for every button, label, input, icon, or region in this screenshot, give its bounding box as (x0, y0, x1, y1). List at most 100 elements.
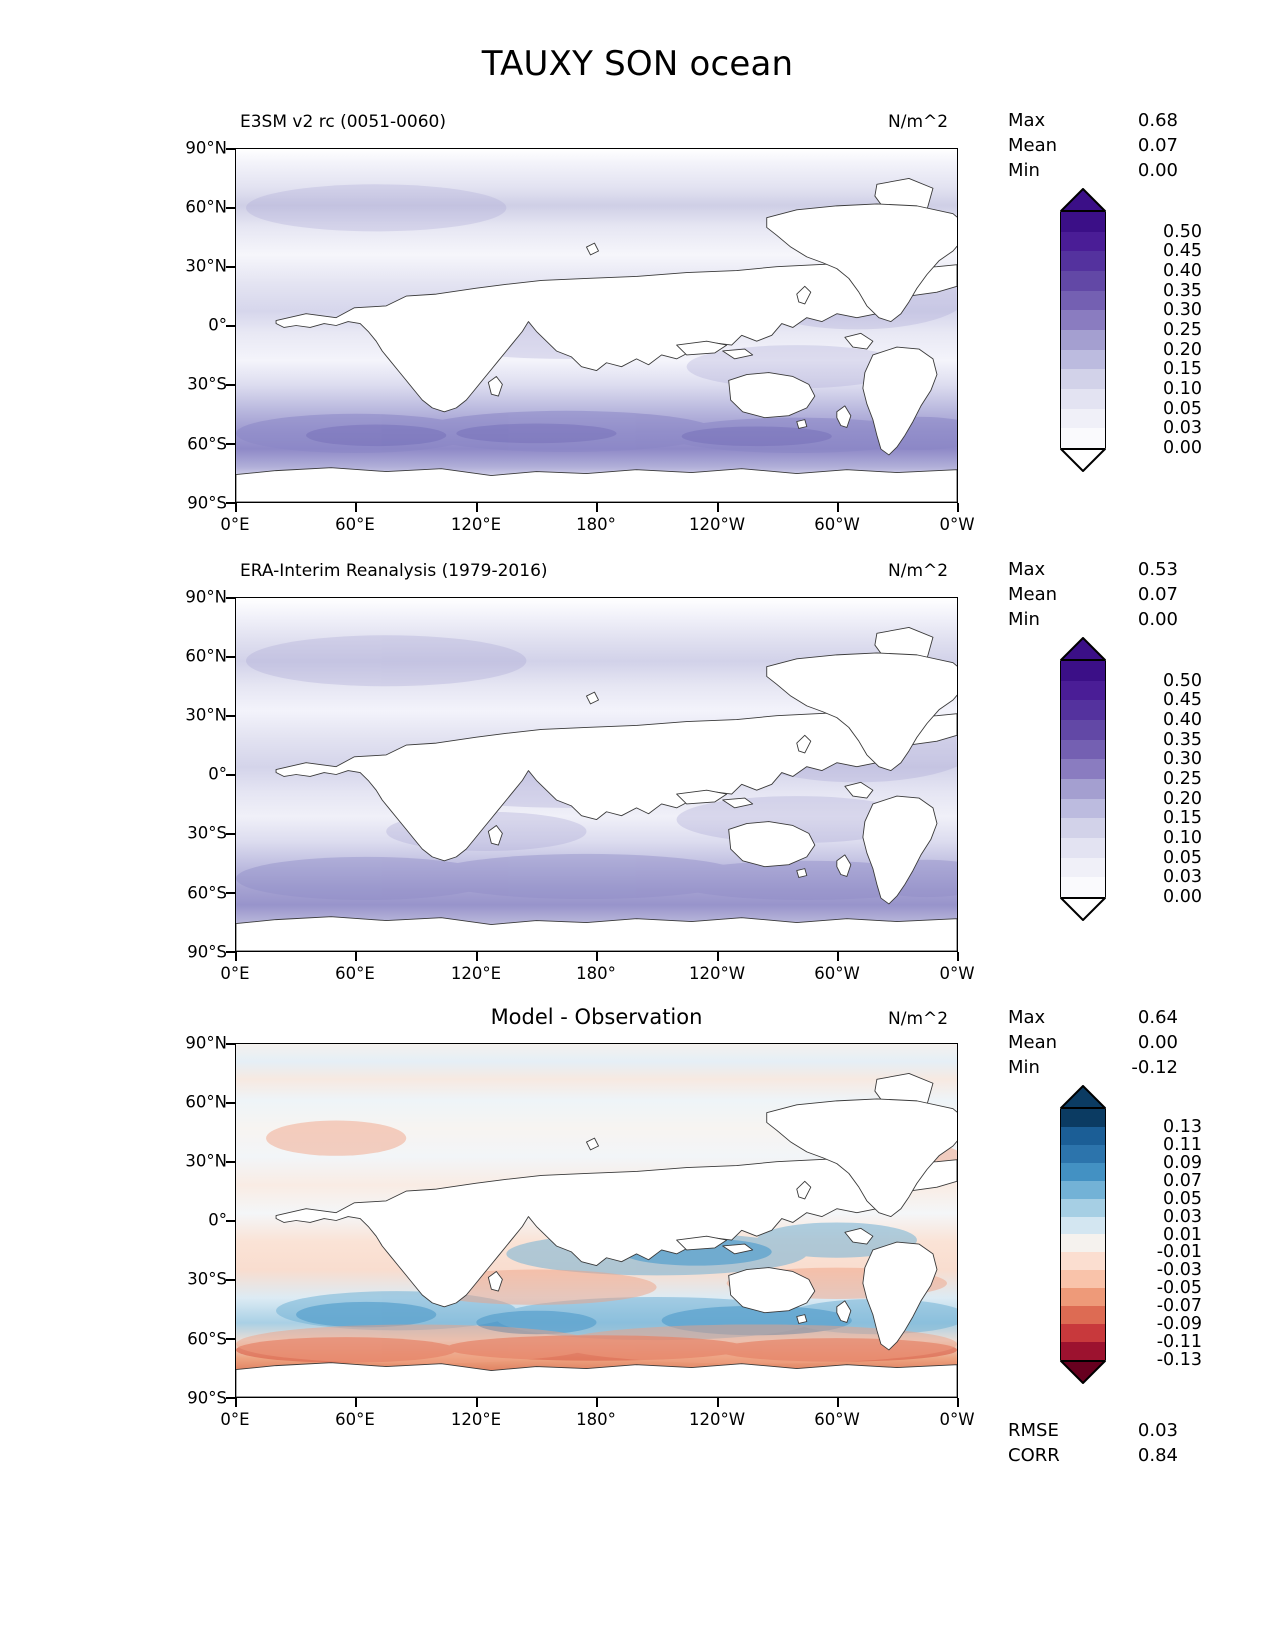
colorbar-tick-label: 0.03 (1163, 418, 1202, 439)
colorbar-tick-label: -0.07 (1156, 1296, 1202, 1317)
colorbar-tick-label: 0.35 (1163, 729, 1202, 750)
colorbar-segment (1061, 1324, 1105, 1342)
colorbar-tick-labels: 0.50 0.45 0.40 0.35 0.30 0.25 0.20 0.15 0.10 0.05… (1118, 188, 1208, 472)
ylabel: 60°N (185, 646, 227, 666)
xlabel: 180° (576, 964, 616, 983)
stat-key: Mean (1008, 584, 1058, 605)
colorbar-extend-max-arrow (1060, 1085, 1106, 1109)
xlabel: 120°E (450, 964, 502, 983)
xlabel: 0°E (220, 515, 250, 534)
panel-model-units: N/m^2 (888, 112, 949, 132)
colorbar-tick-label: 0.20 (1163, 788, 1202, 809)
stat-value: 0.68 (1137, 110, 1178, 131)
colorbar-segment (1061, 1180, 1105, 1199)
colorbar-segment (1061, 369, 1105, 389)
panel-difference-ylabels: 90°N 60°N 30°N 0° 30°S 60°S 90°S (135, 1034, 227, 1408)
colorbar-extend-min-arrow (1060, 1360, 1106, 1384)
colorbar-segment (1061, 1306, 1105, 1325)
stat-value: 0.07 (1137, 135, 1178, 156)
colorbar-segment (1061, 680, 1105, 701)
xlabel: 120°E (450, 515, 502, 534)
ylabel: 90°S (187, 942, 227, 962)
xlabel: 180° (576, 1410, 616, 1429)
xlabel: 120°W (688, 964, 746, 983)
colorbar-segment (1061, 1234, 1105, 1253)
colorbar-tick-label: 0.20 (1163, 339, 1202, 360)
colorbar-tick-label: 0.25 (1163, 320, 1202, 340)
colorbar-tick-label: 0.10 (1163, 828, 1202, 848)
stat-key: Max (1008, 110, 1046, 131)
colorbar-segment (1061, 329, 1105, 350)
colorbar-tick-label: 0.40 (1163, 261, 1202, 281)
colorbar-segment (1061, 700, 1105, 720)
colorbar-tick-label: 0.05 (1163, 398, 1202, 419)
colorbar-segment (1061, 408, 1105, 429)
colorbar-segment (1061, 251, 1105, 271)
colorbar-tick-label: 0.13 (1163, 1116, 1202, 1137)
xlabel: 60°E (335, 1410, 375, 1429)
panel-model-ylabels: 90°N 60°N 30°N 0° 30°S 60°S 90°S (135, 139, 227, 513)
ylabel: 60°S (187, 883, 227, 903)
skill-key: CORR (1008, 1445, 1060, 1466)
colorbar-tick-label: 0.40 (1163, 710, 1202, 730)
colorbar-tick-label: -0.01 (1156, 1242, 1202, 1263)
colorbar-tick-label: 0.45 (1163, 690, 1202, 711)
colorbar-segment (1061, 1252, 1105, 1271)
colorbar-segment (1061, 818, 1105, 838)
panel-model-title: E3SM v2 rc (0051-0060) (240, 112, 446, 132)
colorbar-tick-label: 0.50 (1163, 221, 1202, 242)
panel-difference-map[interactable] (235, 1043, 958, 1398)
xlabel: 60°W (814, 1410, 860, 1429)
stat-key: Min (1008, 609, 1040, 630)
colorbar-tick-label: -0.05 (1156, 1278, 1202, 1299)
xlabel: 0°W (939, 515, 975, 534)
colorbar-segment (1061, 661, 1105, 681)
colorbar-tick-labels: 0.50 0.45 0.40 0.35 0.30 0.25 0.20 0.15 0.10 0.05… (1118, 637, 1208, 921)
colorbar-tick-label: 0.03 (1163, 1206, 1202, 1227)
colorbar-tick-label: 0.50 (1163, 670, 1202, 691)
colorbar-tick-label: 0.00 (1163, 887, 1202, 907)
colorbar-segment (1061, 719, 1105, 740)
xlabel: 60°W (814, 964, 860, 983)
xlabel: 60°E (335, 515, 375, 534)
stat-value: 0.07 (1137, 584, 1178, 605)
panel-observation-units: N/m^2 (888, 561, 949, 581)
colorbar-tick-label: 0.30 (1163, 749, 1202, 770)
colorbar-tick-label: 0.09 (1163, 1152, 1202, 1173)
colorbar-segment (1061, 1216, 1105, 1235)
colorbar-segment (1061, 290, 1105, 311)
map-canvas-observation (236, 598, 957, 951)
panel-difference-title: Model - Observation (490, 1005, 703, 1029)
stat-key: Min (1008, 160, 1040, 181)
colorbar-extend-min-arrow (1060, 448, 1106, 472)
ylabel: 90°N (185, 1033, 227, 1053)
colorbar-gradient (1060, 1109, 1106, 1360)
colorbar-tick-label: 0.01 (1163, 1224, 1202, 1245)
stat-value: 0.00 (1137, 609, 1178, 630)
panel-model-map[interactable] (235, 148, 958, 503)
panel-observation-title: ERA-Interim Reanalysis (1979-2016) (240, 561, 548, 581)
colorbar-tick-label: 0.25 (1163, 769, 1202, 789)
xlabel: 0°W (939, 964, 975, 983)
panel-observation-ylabels: 90°N 60°N 30°N 0° 30°S 60°S 90°S (135, 588, 227, 962)
colorbar-tick-label: 0.35 (1163, 280, 1202, 301)
skill-key: RMSE (1008, 1420, 1059, 1441)
colorbar-segment (1061, 739, 1105, 760)
colorbar-extend-min-arrow (1060, 897, 1106, 921)
colorbar-tick-label: 0.15 (1163, 359, 1202, 380)
colorbar-extend-max-arrow (1060, 637, 1106, 661)
colorbar-gradient (1060, 212, 1106, 448)
stat-value: 0.53 (1137, 559, 1178, 580)
colorbar-segment (1061, 270, 1105, 291)
panel-observation-map[interactable] (235, 597, 958, 952)
colorbar-segment (1061, 877, 1105, 897)
ylabel: 30°N (185, 705, 227, 725)
colorbar-tick-label: -0.11 (1156, 1332, 1202, 1353)
stat-key: Min (1008, 1057, 1040, 1078)
ylabel: 30°S (187, 374, 227, 394)
ylabel: 60°N (185, 1092, 227, 1112)
colorbar-segment (1061, 349, 1105, 370)
ylabel: 90°N (185, 587, 227, 607)
colorbar-segment (1061, 310, 1105, 330)
stat-value: 0.00 (1137, 1032, 1178, 1053)
